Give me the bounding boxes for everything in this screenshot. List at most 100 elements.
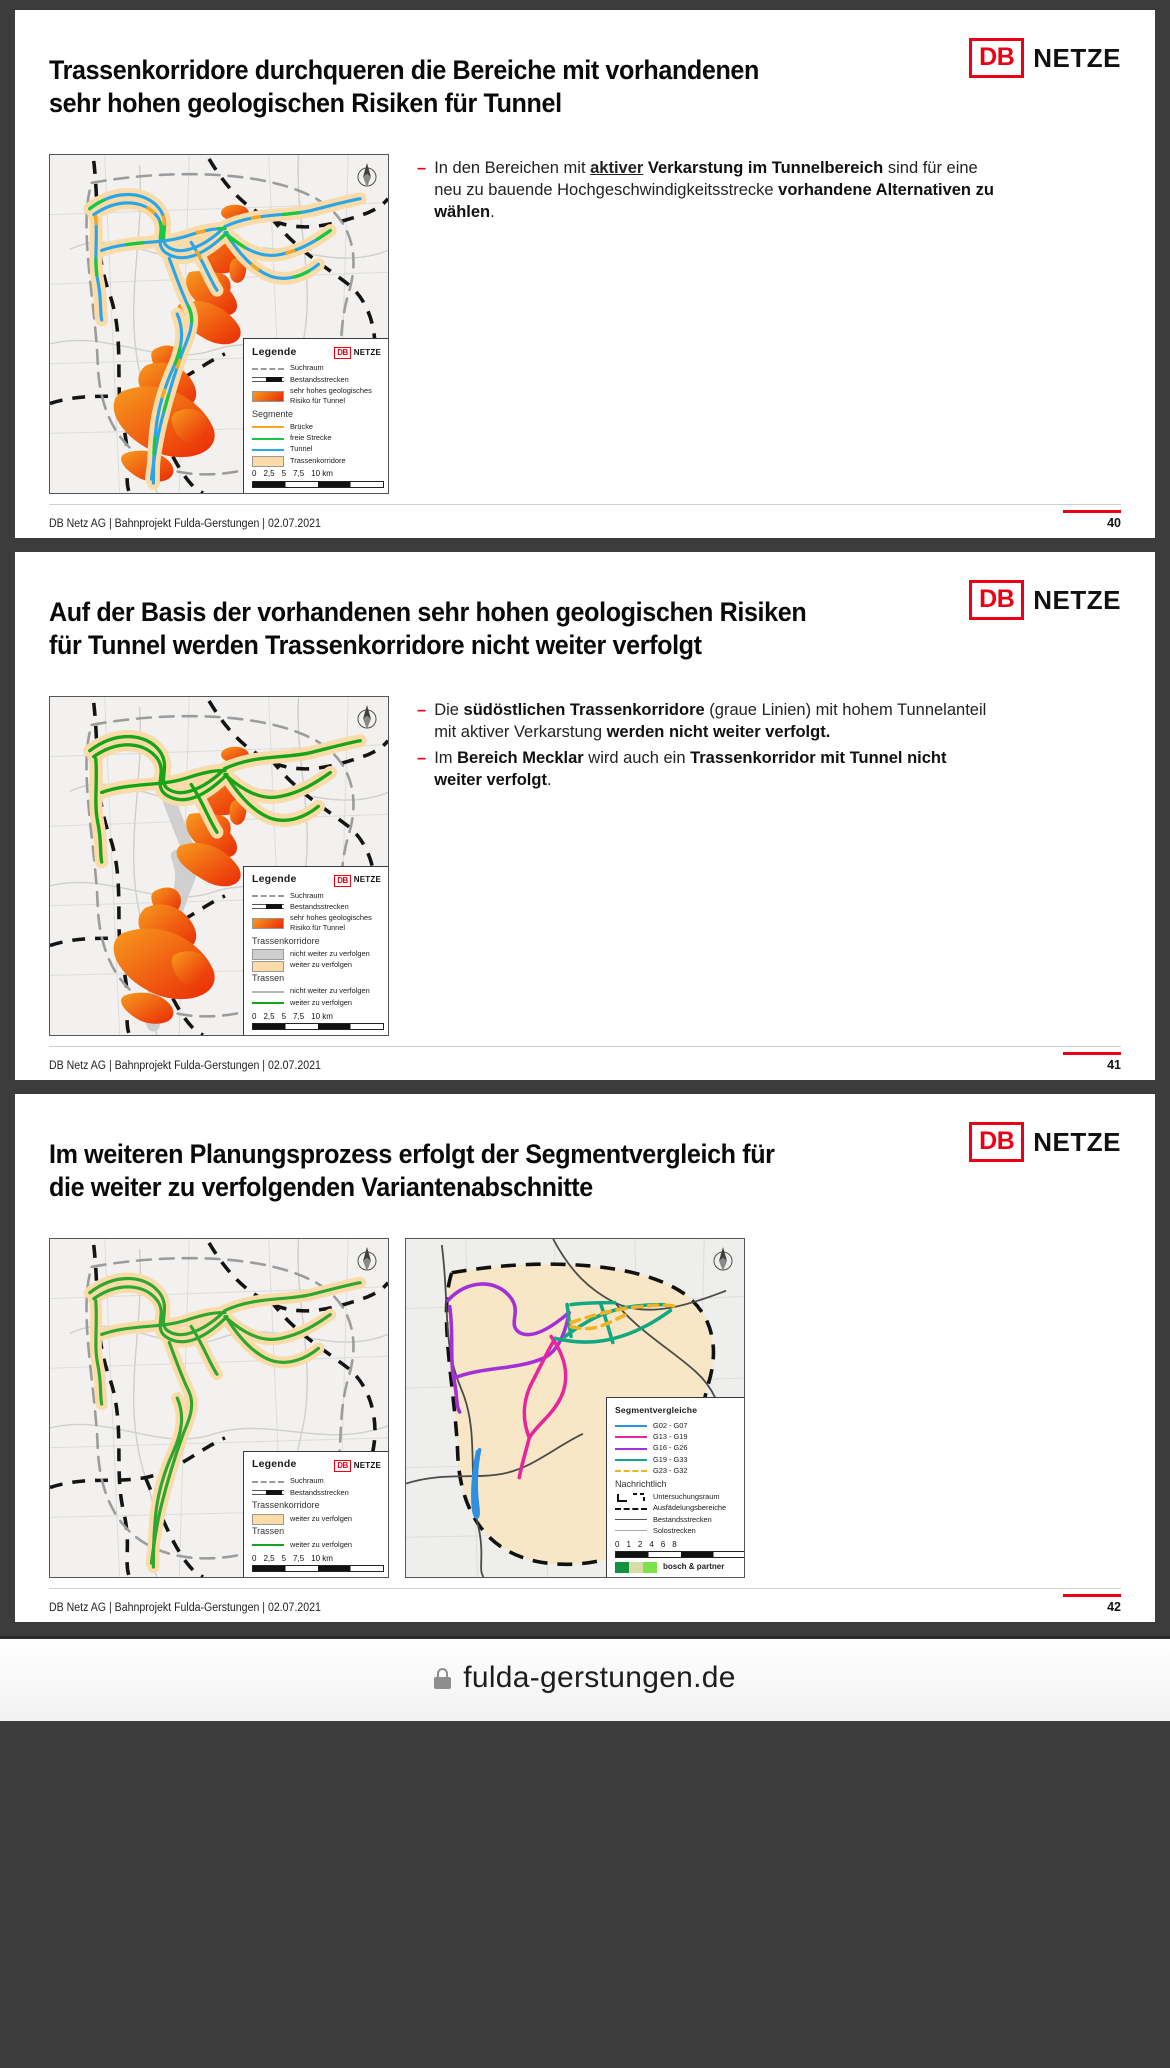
scale-tick-labels: 0 2,5 5 7,5 10 km — [252, 1012, 381, 1023]
scale-tick: 10 km — [311, 1553, 333, 1563]
legend-row: sehr hohes geologisches Risiko für Tunne… — [252, 913, 381, 933]
scale-bar — [252, 481, 384, 489]
legend-row-label: Trassenkorridore — [290, 455, 346, 465]
legend-symbol-line — [615, 1455, 647, 1464]
slide-footer: DB Netz AG | Bahnprojekt Fulda-Gerstunge… — [49, 1588, 1121, 1614]
legend-row: Suchraum — [252, 1476, 381, 1486]
legend-row: weiter zu verfolgen — [252, 1540, 381, 1550]
map-legend: Legende DB NETZE Suchraum Bestandsstrecken se… — [243, 865, 388, 1036]
legend-row: Ausfädelungsbereiche — [615, 1503, 738, 1513]
legend-symbol-box — [252, 918, 284, 930]
slide-41: Auf der Basis der vorhandenen sehr hohen… — [15, 552, 1155, 1081]
legend-row: G16 - G26 — [615, 1443, 738, 1453]
slide-body: Legende DB NETZE Suchraum Bestandsstrecken Tr… — [49, 1238, 1121, 1579]
netze-wordmark: NETZE — [353, 348, 381, 358]
legend-row: Bestandsstrecken — [252, 375, 381, 385]
db-netze-logo: DB NETZE — [334, 873, 381, 887]
legend-row-label: Bestandsstrecken — [290, 901, 349, 911]
map-legend: Segmentvergleiche G02 - G07 G13 - G19 G16 -… — [606, 1397, 744, 1578]
legend-row: weiter zu verfolgen — [252, 998, 381, 1008]
netze-wordmark: NETZE — [1033, 42, 1121, 73]
db-mark: DB — [969, 38, 1025, 78]
credit-name: bosch & partner — [663, 1562, 725, 1572]
legend-row-label: nicht weiter zu verfolgen — [290, 949, 370, 959]
legend-symbol-rail — [252, 902, 284, 911]
legend-row: Untersuchungsraum — [615, 1492, 738, 1503]
map-segmentvergleiche[interactable]: Segmentvergleiche G02 - G07 G13 - G19 G16 -… — [405, 1238, 745, 1579]
slide-body: Legende DB NETZE Suchraum Bestandsstrecken se… — [49, 696, 1121, 1037]
scale-bar — [615, 1551, 744, 1559]
map-legend: Legende DB NETZE Suchraum Bestandsstrecken Tr… — [243, 1451, 388, 1578]
footer-page: 42 — [1063, 1594, 1121, 1614]
page-title: Trassenkorridore durchqueren die Bereich… — [49, 54, 759, 120]
scale-tick: 5 — [281, 1011, 287, 1021]
legend-row-label: weiter zu verfolgen — [290, 1513, 353, 1523]
legend-row-label: Suchraum — [290, 363, 324, 373]
slide-content: Trassenkorridore durchqueren die Bereich… — [49, 36, 1121, 530]
legend-row-label: Ausfädelungsbereiche — [653, 1503, 727, 1513]
legend-title: Legende — [252, 345, 297, 358]
page-title: Auf der Basis der vorhandenen sehr hohen… — [49, 596, 807, 662]
legend-symbol-dash-black — [615, 1504, 647, 1513]
scale-tick-labels: 0 2,5 5 7,5 10 km — [252, 469, 381, 480]
legend-symbol-rail — [252, 1488, 284, 1497]
map-risiko-segmente[interactable]: Legende DB NETZE Suchraum Bestandsstrecken se… — [49, 154, 389, 495]
legend-symbol-dash-gray — [252, 1477, 284, 1486]
bullet-dash: – — [417, 159, 427, 178]
legend-symbol-bracket — [615, 1492, 647, 1503]
legend-header: Segmentvergleiche — [615, 1405, 738, 1416]
page-number: 40 — [1107, 516, 1121, 531]
legend-row: Bestandsstrecken — [252, 1488, 381, 1498]
footer-meta: DB Netz AG | Bahnprojekt Fulda-Gerstunge… — [49, 1602, 321, 1615]
scale-tick: 5 — [281, 469, 287, 479]
footer-rule — [1063, 1594, 1121, 1598]
scale-tick: 10 km — [311, 1011, 333, 1021]
legend-row: Bestandsstrecken — [252, 902, 381, 912]
scale-tick: 7,5 — [293, 1553, 305, 1563]
site-url-text: fulda-gerstungen.de — [463, 1661, 736, 1695]
db-netze-logo: DB NETZE — [969, 36, 1121, 78]
scale-bar — [252, 1023, 384, 1031]
slide-42: Im weiteren Planungsprozess erfolgt der … — [15, 1094, 1155, 1623]
legend-group-title: Segmente — [252, 408, 294, 419]
legend-row: G19 - G33 — [615, 1455, 738, 1465]
map-weiter-zu-verfolgen[interactable]: Legende DB NETZE Suchraum Bestandsstrecken Tr… — [49, 1238, 389, 1579]
legend-symbol-line — [252, 434, 284, 443]
slide-header: Trassenkorridore durchqueren die Bereich… — [49, 36, 1121, 138]
slide-footer: DB Netz AG | Bahnprojekt Fulda-Gerstunge… — [49, 1046, 1121, 1072]
db-mark: DB — [969, 580, 1025, 621]
page-title: Im weiteren Planungsprozess erfolgt der … — [49, 1138, 775, 1204]
netze-wordmark: NETZE — [353, 875, 381, 885]
site-url-bar[interactable]: fulda-gerstungen.de — [0, 1636, 1170, 1722]
map-korridore-auswahl[interactable]: Legende DB NETZE Suchraum Bestandsstrecken se… — [49, 696, 389, 1037]
bullet-text: Im Bereich Mecklar wird auch ein Trassen… — [434, 748, 947, 789]
bullet-dash: – — [417, 701, 427, 720]
legend-title: Legende — [252, 1458, 297, 1471]
maps-column: Legende DB NETZE Suchraum Bestandsstrecken se… — [49, 696, 389, 1037]
db-netze-logo: DB NETZE — [334, 1458, 381, 1473]
bullet-list: – In den Bereichen mit aktiver Verkarstun… — [417, 154, 1121, 228]
map-legend: Legende DB NETZE Suchraum Bestandsstrecken se… — [243, 338, 388, 494]
legend-group-title: Trassenkorridore — [252, 1500, 320, 1511]
legend-symbol-line — [615, 1444, 647, 1453]
title-line-2: für Tunnel werden Trassenkorridore nicht… — [49, 630, 702, 661]
title-line-1: Trassenkorridore durchqueren die Bereich… — [49, 55, 759, 86]
db-netze-logo: DB NETZE — [969, 578, 1121, 621]
legend-symbol-line — [252, 987, 284, 996]
db-mark: DB — [334, 874, 351, 887]
footer-meta: DB Netz AG | Bahnprojekt Fulda-Gerstunge… — [49, 1060, 321, 1073]
legend-row-label: Bestandsstrecken — [290, 374, 349, 384]
legend-symbol-box — [252, 391, 284, 403]
bullet-item: – Im Bereich Mecklar wird auch ein Trasse… — [417, 748, 1121, 792]
legend-row-label: Bestandsstrecken — [653, 1514, 712, 1524]
legend-symbol-line — [252, 422, 284, 431]
map-credit: bosch & partner — [615, 1562, 738, 1574]
scale-tick: 2,5 — [263, 1011, 275, 1021]
legend-row-label: G19 - G33 — [653, 1454, 688, 1464]
legend-title: Segmentvergleiche — [615, 1405, 698, 1416]
bullet-list: – Die südöstlichen Trassenkorridore (grau… — [417, 696, 1121, 796]
maps-column: Legende DB NETZE Suchraum Bestandsstrecken se… — [49, 154, 389, 495]
slide-footer: DB Netz AG | Bahnprojekt Fulda-Gerstunge… — [49, 504, 1121, 530]
legend-symbol-box — [252, 949, 284, 961]
